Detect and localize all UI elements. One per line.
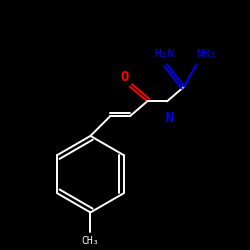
Text: N: N [165, 111, 173, 125]
Text: NH₂: NH₂ [196, 50, 216, 59]
Text: H₂N: H₂N [154, 50, 174, 59]
Text: CH₃: CH₃ [82, 236, 99, 246]
Text: O: O [121, 70, 129, 84]
